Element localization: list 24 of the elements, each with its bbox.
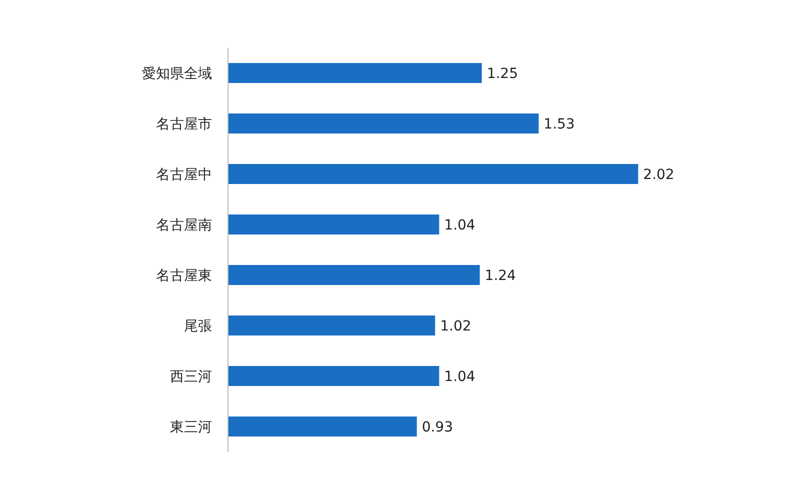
data-label: 1.04 — [444, 217, 476, 234]
data-label: 2.02 — [643, 166, 674, 183]
bar — [228, 416, 417, 436]
y-tick-label: 名古屋市 — [156, 116, 212, 133]
y-tick-label: 名古屋東 — [156, 268, 212, 284]
bar — [228, 63, 482, 83]
bar — [228, 265, 480, 285]
data-label: 0.93 — [422, 419, 454, 436]
bar — [228, 316, 436, 336]
data-label: 1.04 — [444, 368, 476, 385]
data-label: 1.53 — [544, 116, 575, 132]
bar — [228, 114, 539, 134]
y-tick-label: 東三河 — [170, 420, 212, 436]
bar — [228, 164, 638, 184]
y-tick-label: 尾張 — [184, 318, 212, 335]
y-tick-label: 西三河 — [170, 369, 212, 386]
data-label: 1.24 — [484, 268, 516, 284]
y-tick-label: 名古屋南 — [156, 218, 212, 234]
data-label: 1.25 — [486, 66, 518, 82]
data-label: 1.02 — [440, 318, 472, 334]
y-tick-label: 名古屋中 — [156, 167, 212, 184]
y-tick-label: 愛知県全域 — [142, 66, 212, 82]
bar — [228, 214, 440, 234]
bar — [228, 366, 440, 386]
